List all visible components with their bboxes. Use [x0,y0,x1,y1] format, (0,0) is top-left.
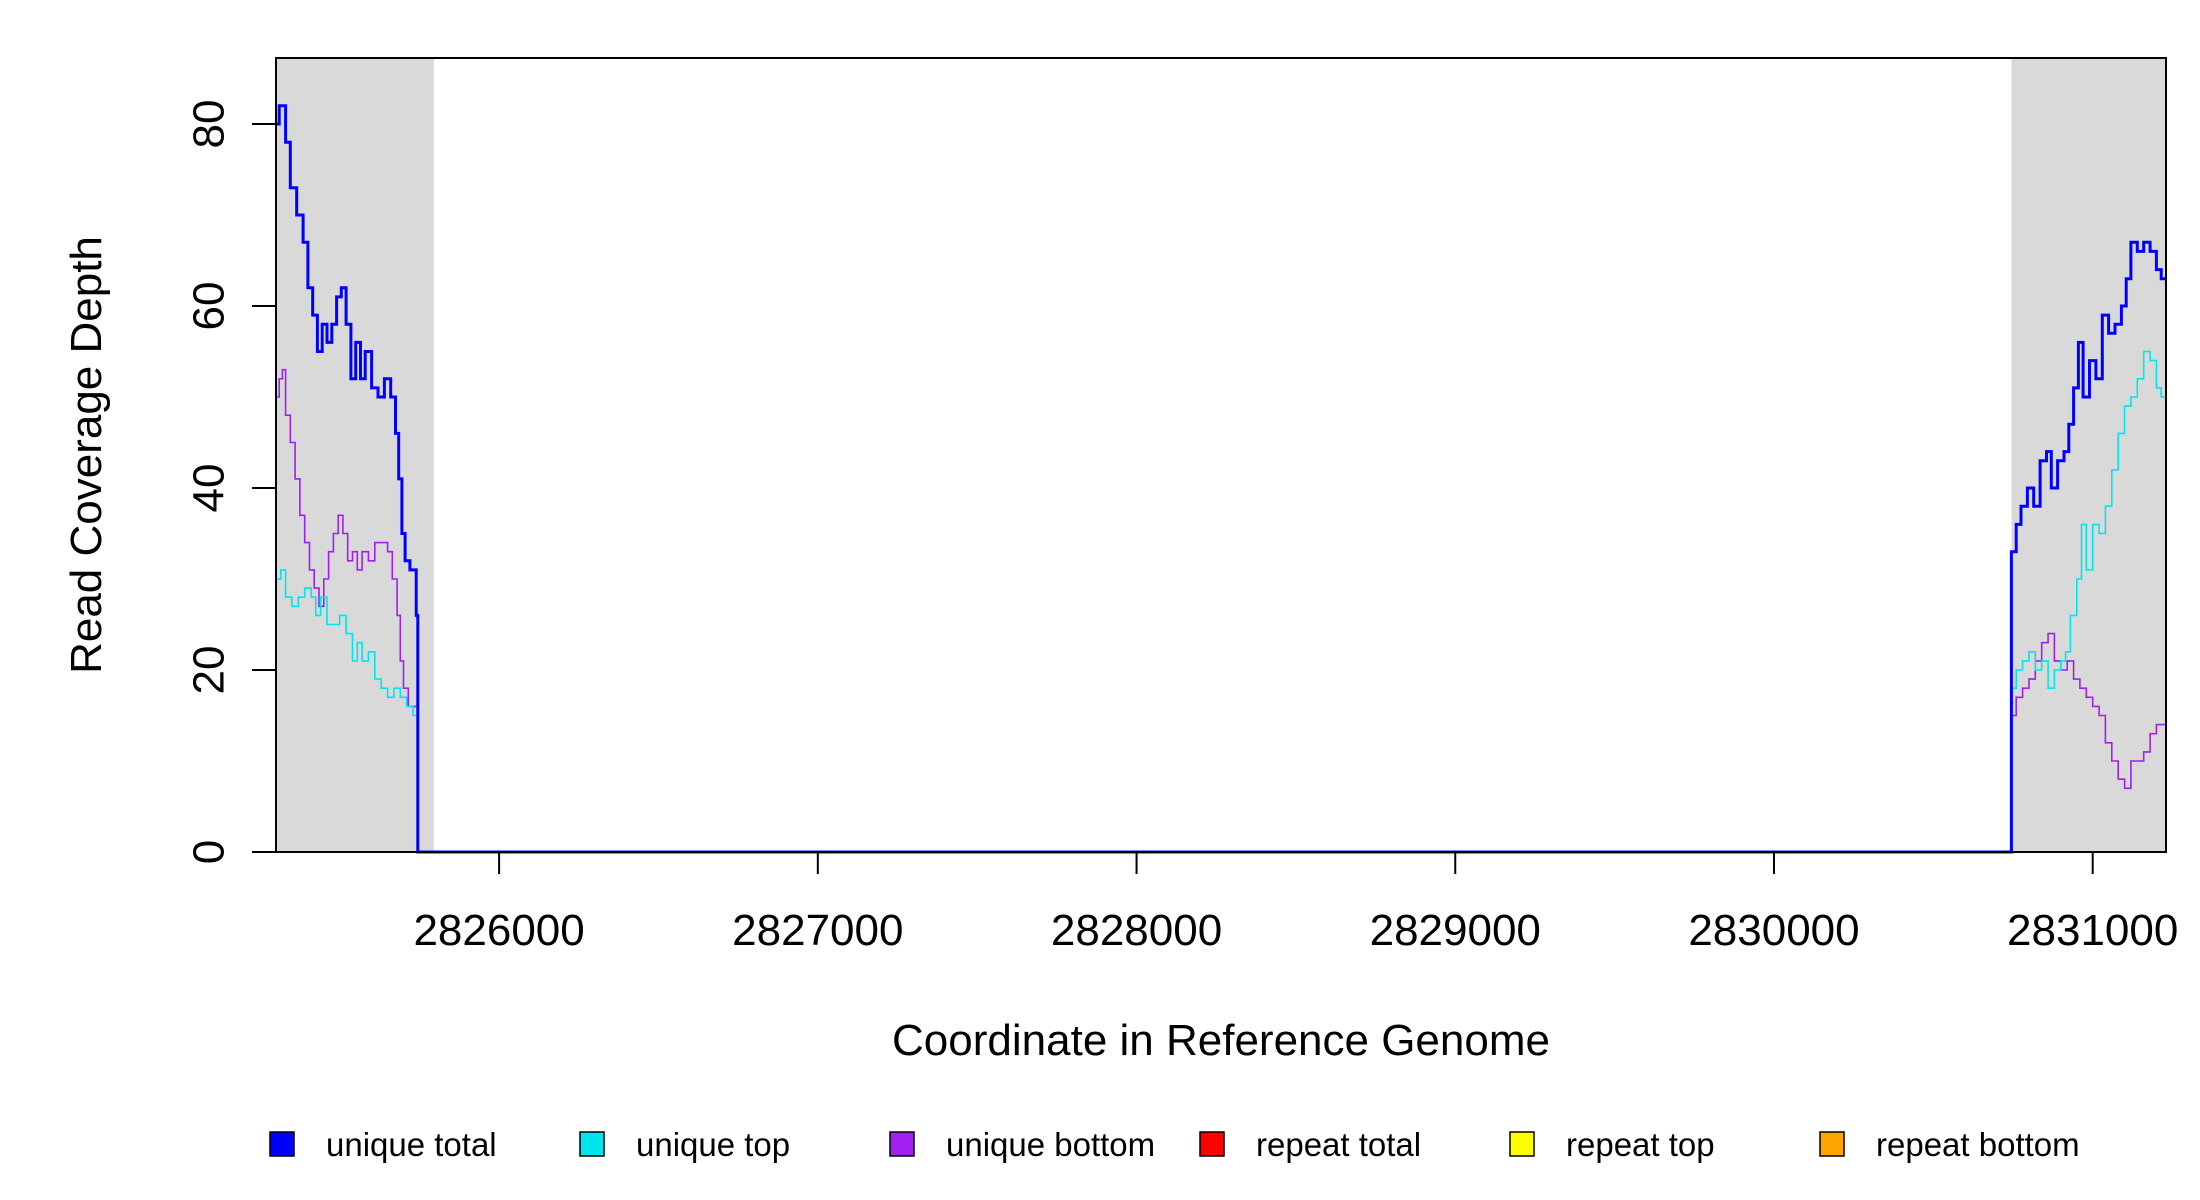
legend-label: repeat top [1566,1126,1715,1163]
shaded-regions [276,58,2166,852]
y-tick-label: 40 [184,464,233,513]
legend-swatch-repeat-bottom [1819,1131,1845,1157]
series-lines [276,104,2166,854]
y-axis: 0 20 40 60 80 [184,100,276,864]
x-tick-label: 2828000 [1051,906,1222,955]
legend-label: repeat total [1256,1126,1421,1163]
x-tick-label: 2831000 [2007,906,2178,955]
series-line-unique-top [276,350,2166,853]
legend-label: unique bottom [946,1126,1155,1163]
y-tick-label: 80 [184,100,233,149]
y-axis-title: Read Coverage Depth [62,236,111,674]
x-axis-title: Coordinate in Reference Genome [892,1016,1550,1065]
x-tick-label: 2827000 [732,906,903,955]
series-line-unique-total [276,104,2166,854]
legend-label: unique total [326,1126,497,1163]
legend-swatch-unique-bottom [889,1131,915,1157]
x-tick-label: 2826000 [413,906,584,955]
x-tick-label: 2830000 [1688,906,1859,955]
legend-swatch-repeat-total [1199,1131,1225,1157]
y-tick-label: 0 [184,840,233,864]
legend: unique total unique top unique bottom repea… [269,1126,2080,1163]
legend-label: unique top [636,1126,790,1163]
y-tick-label: 60 [184,282,233,331]
series-line-unique-bottom [276,368,2166,853]
shaded-region-2 [2011,58,2166,852]
plot-frame [275,57,2167,853]
legend-swatch-unique-total [269,1131,295,1157]
legend-label: repeat bottom [1876,1126,2080,1163]
x-axis: 2826000 2827000 2828000 2829000 2830000 28310… [413,852,2178,955]
y-tick-label: 20 [184,646,233,695]
legend-swatch-repeat-top [1509,1131,1535,1157]
legend-swatch-unique-top [579,1131,605,1157]
x-tick-label: 2829000 [1370,906,1541,955]
shaded-region-1 [276,58,434,852]
